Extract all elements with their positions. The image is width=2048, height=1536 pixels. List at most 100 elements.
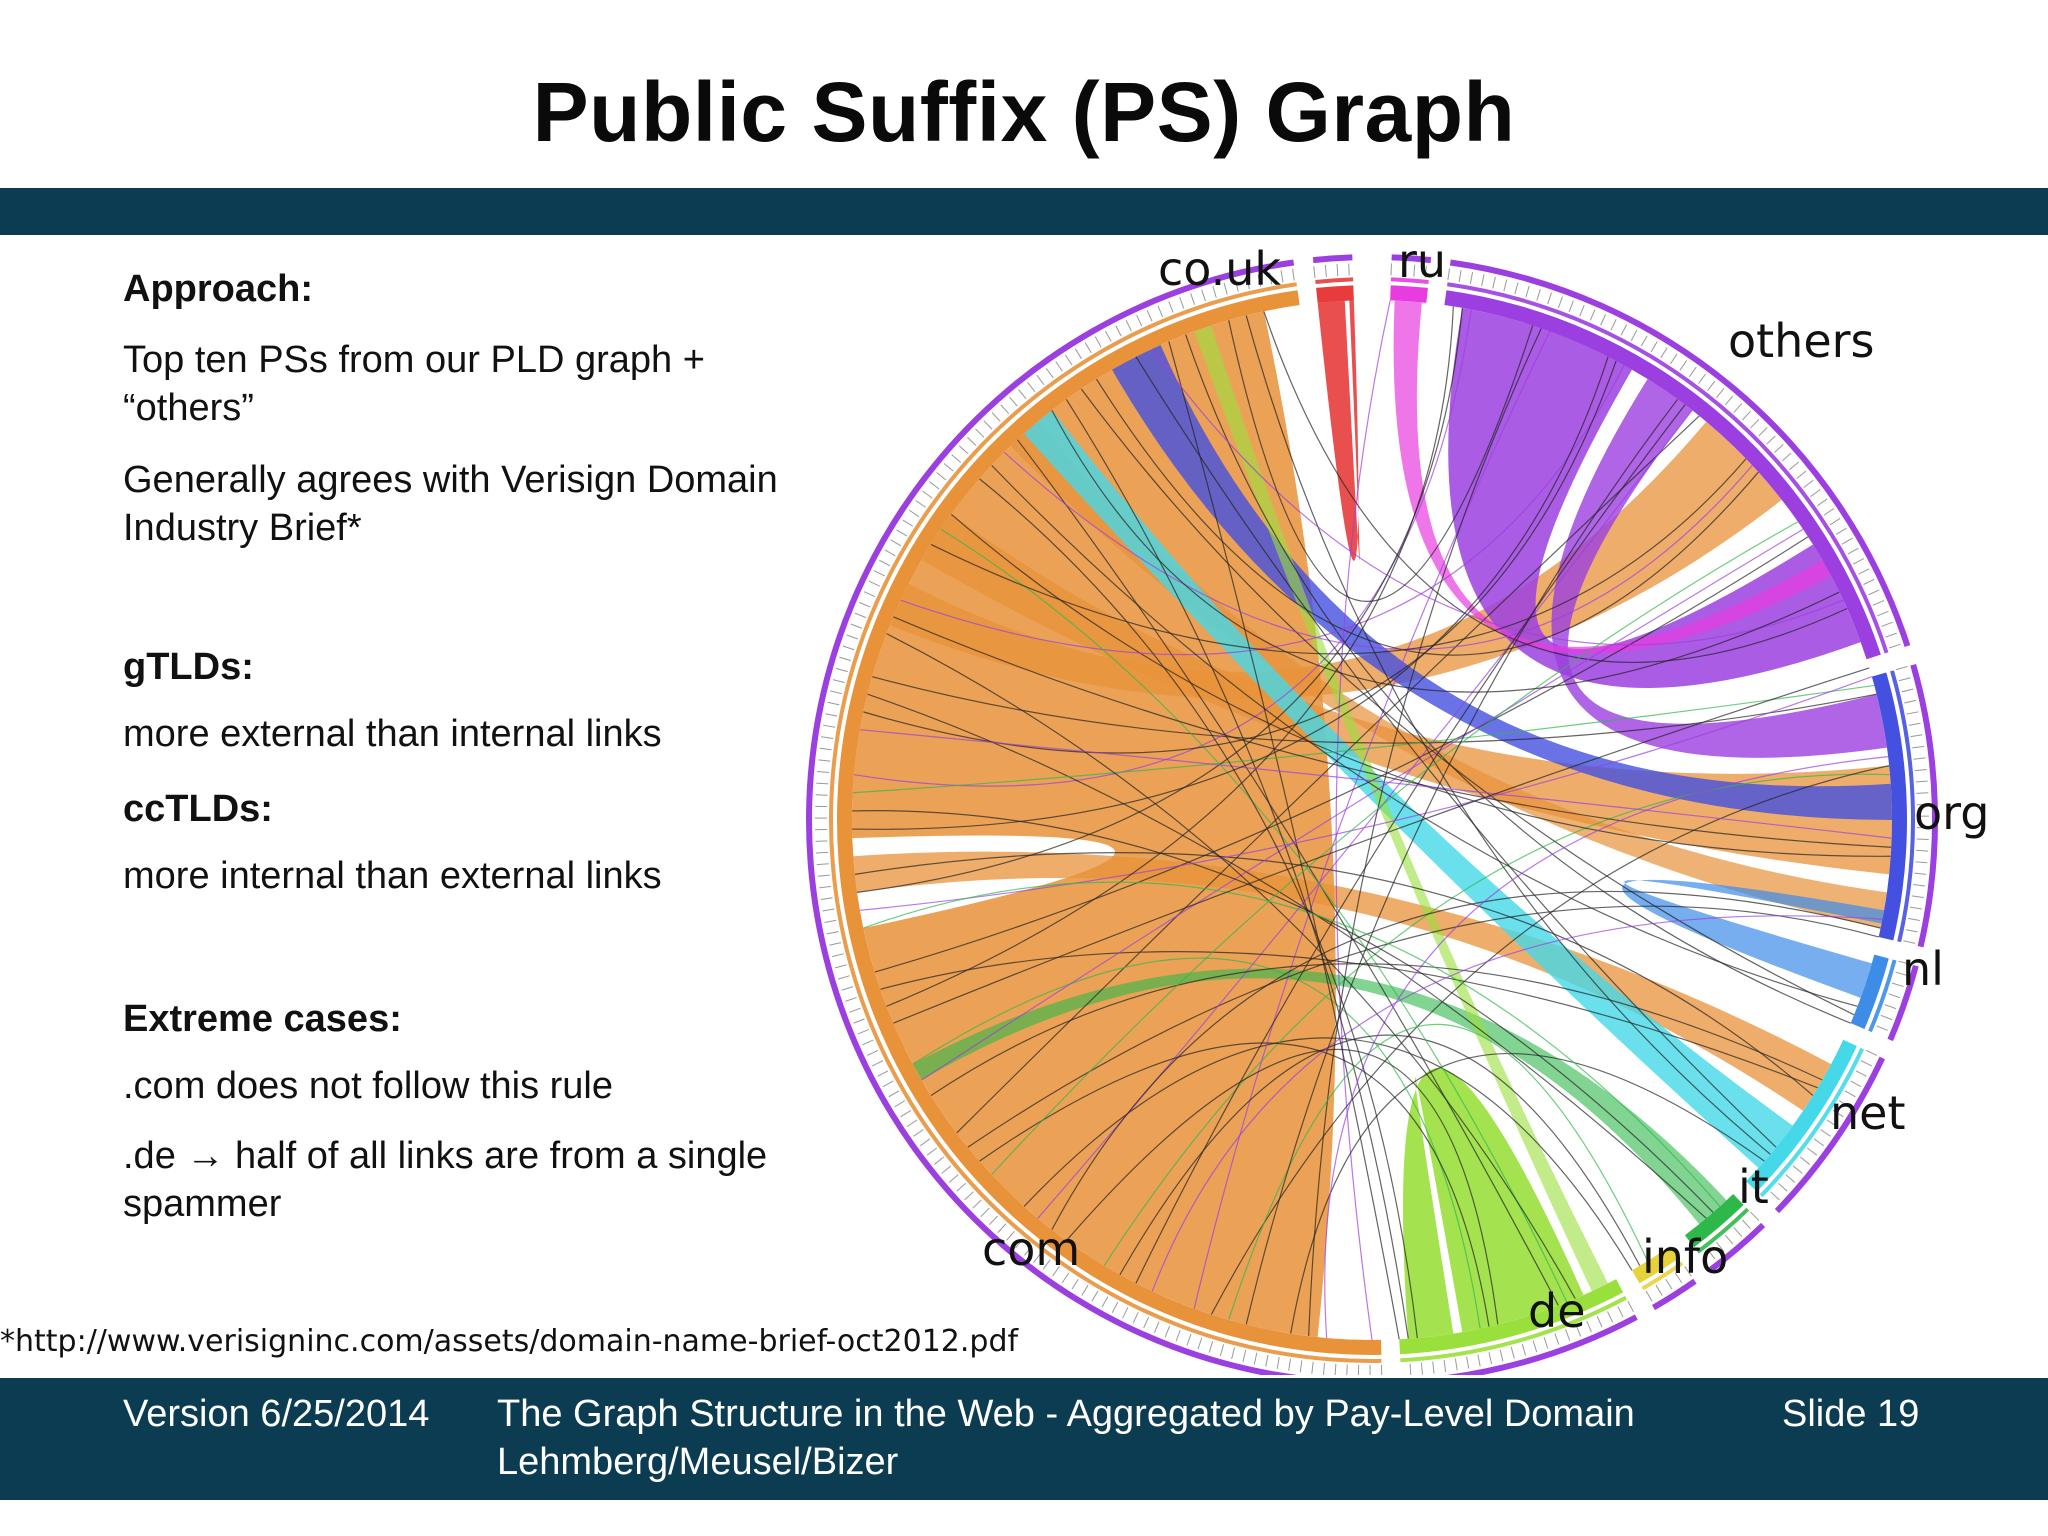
segment-tick — [1817, 498, 1828, 507]
chord-link-line — [1016, 439, 1559, 1306]
segment-band-info — [1641, 1261, 1684, 1291]
ps-label-com: com — [982, 1222, 1080, 1276]
segment-tick — [1454, 1358, 1458, 1371]
segment-tick — [1679, 360, 1688, 371]
bottom-margin — [0, 1500, 2048, 1536]
segment-tick — [908, 509, 920, 518]
segment-outer-band-info — [1652, 1278, 1697, 1311]
segment-tick — [823, 724, 836, 728]
segment-tick — [1168, 301, 1174, 313]
segment-tick — [1655, 1284, 1663, 1296]
segment-tick — [1914, 769, 1927, 772]
chord-link-line — [853, 309, 1472, 787]
chord-ribbon-de — [1402, 1067, 1584, 1339]
segment-tick — [841, 986, 854, 991]
chord-link-line — [852, 684, 1875, 794]
segment-tick — [1052, 1266, 1060, 1277]
segment-tick — [817, 770, 830, 773]
segment-tick — [1907, 917, 1920, 922]
chord-link-line — [863, 881, 1721, 1207]
segment-tick — [1838, 1100, 1850, 1108]
segment-tick — [1688, 366, 1697, 378]
segment-tick — [1481, 274, 1485, 287]
segment-tick — [872, 1060, 884, 1067]
segment-tick — [857, 1028, 870, 1035]
segment-tick — [832, 679, 845, 684]
segment-tick — [1600, 314, 1607, 326]
chord-link-line — [1263, 311, 1848, 663]
segment-tick — [1645, 1290, 1653, 1302]
segment-tick — [1488, 1352, 1493, 1365]
chord-link-line — [893, 616, 1892, 848]
segment-tick — [1348, 263, 1350, 276]
segment-tick — [1916, 792, 1929, 794]
segment-arc-org — [1871, 672, 1908, 941]
segment-tick — [1253, 1352, 1258, 1365]
chord-link-line — [991, 464, 1858, 1007]
ps-label-it: it — [1738, 1160, 1769, 1214]
segment-tick — [964, 1191, 974, 1201]
segment-tick — [1492, 276, 1496, 289]
segment-tick — [879, 559, 891, 567]
chord-link-line — [967, 905, 1879, 1148]
segment-tick — [1716, 388, 1725, 398]
segment-tick — [1813, 1138, 1825, 1147]
chord-ribbon-com — [853, 851, 1832, 1111]
chord-link-line — [1290, 1052, 1765, 1334]
segment-arc-co-uk — [1316, 285, 1354, 303]
segment-tick — [1565, 1329, 1571, 1341]
segment-tick — [1741, 1219, 1751, 1230]
segment-tick — [1212, 286, 1217, 298]
segment-tick — [1884, 1004, 1897, 1010]
chord-link-line — [1051, 409, 1840, 693]
chord-link-line — [1335, 300, 1391, 1341]
segment-tick — [1860, 1060, 1872, 1067]
chord-link-line — [979, 478, 1418, 1339]
segment-tick — [817, 874, 830, 877]
ps-label-net: net — [1830, 1086, 1906, 1140]
approach-text-2: Generally agrees with Verisign Domain In… — [123, 459, 778, 549]
segment-tick — [1898, 677, 1911, 682]
segment-band-ru — [1390, 277, 1429, 284]
segment-tick — [1547, 292, 1552, 305]
segment-tick — [966, 436, 977, 446]
segment-tick — [1698, 373, 1707, 384]
segment-tick — [816, 863, 829, 866]
segment-tick — [1806, 1147, 1818, 1156]
segment-tick — [1179, 297, 1185, 309]
segment-tick — [1536, 288, 1541, 301]
segment-tick — [1324, 264, 1327, 277]
segment-tick — [820, 897, 833, 900]
segment-tick — [1650, 341, 1658, 353]
segment-tick — [877, 1070, 889, 1077]
segment-tick — [1175, 1329, 1181, 1342]
chord-link-line — [1245, 315, 1771, 1155]
segment-tick — [1660, 347, 1668, 359]
segment-tick — [1336, 264, 1339, 277]
segment-tick — [1091, 1290, 1099, 1302]
segment-tick — [850, 623, 863, 629]
segment-tick — [1835, 527, 1847, 535]
ps-label-info: info — [1642, 1230, 1728, 1284]
segment-tick — [1469, 272, 1474, 285]
segment-tick — [1514, 282, 1519, 295]
segment-tick — [1477, 1354, 1481, 1367]
segment-tick — [1157, 305, 1164, 318]
chord-ribbon-co_uk — [1317, 300, 1360, 561]
chord-link-line — [859, 676, 1873, 911]
ps-label-nl: nl — [1902, 942, 1944, 996]
chord-link-line — [852, 810, 1714, 1213]
segment-tick — [919, 1138, 931, 1147]
segment-tick — [896, 529, 908, 537]
segment-tick — [1292, 268, 1295, 281]
gtld-heading: gTLDs: — [123, 646, 254, 688]
segment-outer-band-org — [1910, 663, 1938, 948]
segment-tick — [1881, 621, 1893, 627]
segment-tick — [1914, 872, 1927, 875]
extreme-text-1: .com does not follow this rule — [123, 1065, 614, 1107]
segment-tick — [1136, 314, 1143, 327]
extreme-text-2: .de → half of all links are from a singl… — [123, 1135, 768, 1225]
segment-tick — [956, 1182, 967, 1192]
